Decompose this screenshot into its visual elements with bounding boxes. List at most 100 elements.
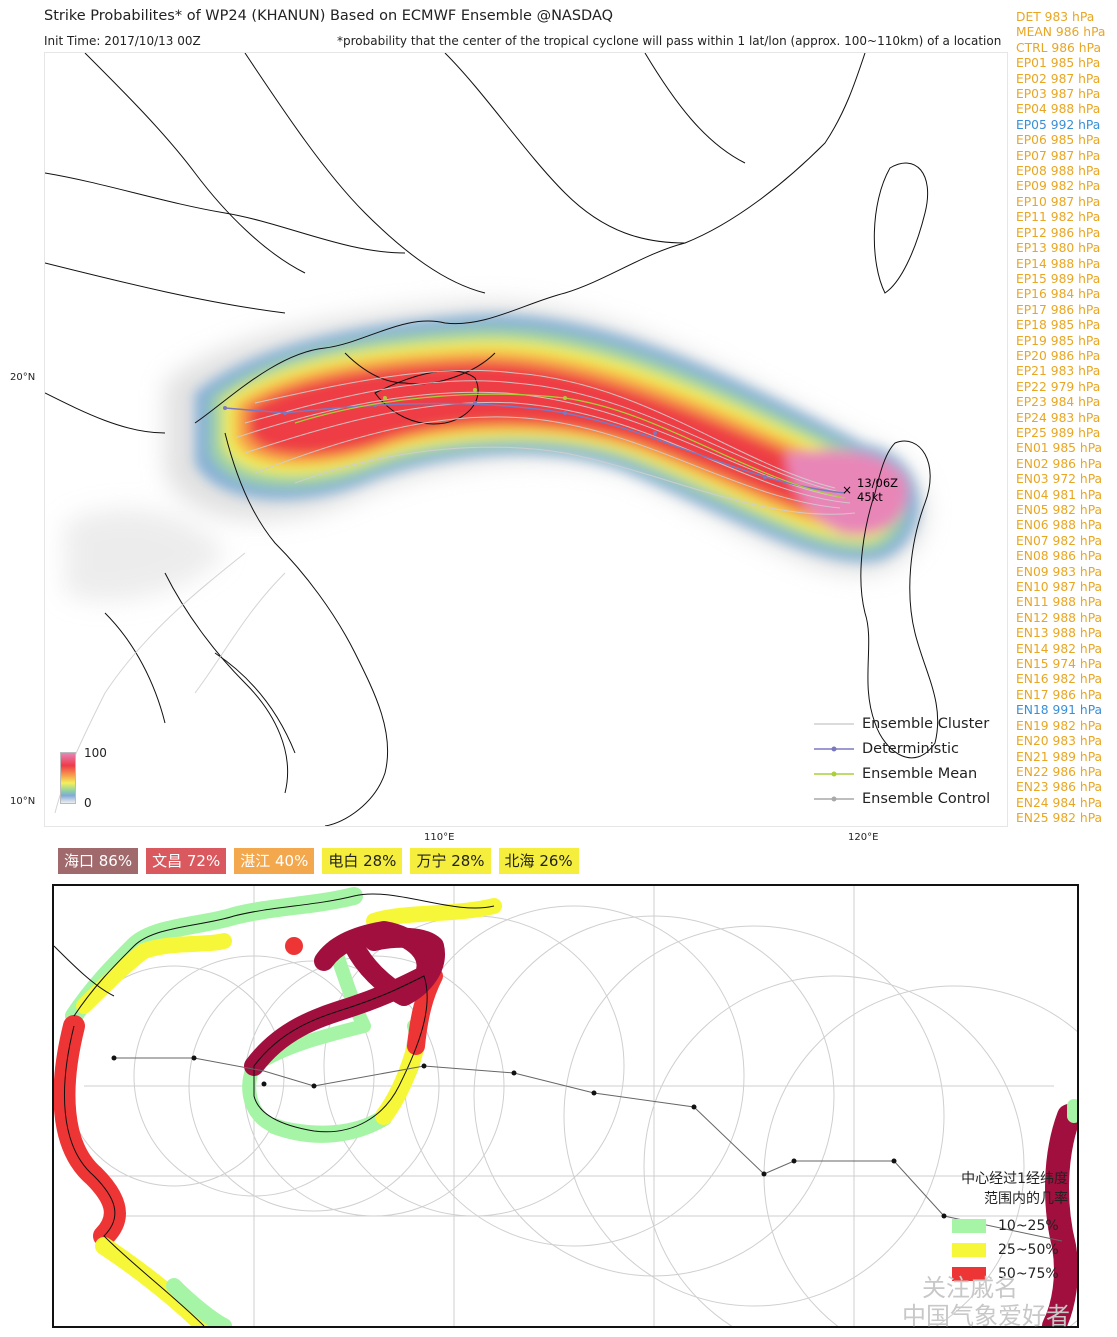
lon-label-120e: 120°E: [848, 832, 879, 843]
member-entry: EN22 986 hPa: [1016, 764, 1103, 779]
member-entry: DET 983 hPa: [1016, 10, 1095, 24]
legend-mean-label: Ensemble Mean: [862, 765, 978, 782]
watermark-line-1: 关注戚名: [922, 1274, 1018, 1302]
city-probability-badge: 文昌 72%: [146, 848, 227, 874]
city-probability-badge: 海口 86%: [58, 848, 139, 874]
legend-deterministic-label: Deterministic: [862, 740, 960, 757]
legend-control-label: Ensemble Control: [862, 790, 991, 807]
member-entry: EN21 989 hPa: [1016, 749, 1103, 764]
member-entry: EP24 983 hPa: [1016, 410, 1101, 425]
member-entry: EN14 982 hPa: [1016, 641, 1103, 656]
lat-label-10n: 10°N: [10, 796, 36, 807]
zoom-map-canvas: [54, 886, 1077, 1326]
member-entry: EP04 988 hPa: [1016, 102, 1101, 117]
legend-deterministic: Deterministic: [814, 736, 1004, 761]
watermark-line-2: 中国气象爱好者: [902, 1302, 1070, 1330]
member-entry: EN04 981 hPa: [1016, 487, 1103, 502]
member-entry: EN05 982 hPa: [1016, 503, 1103, 517]
member-entry: EP10 987 hPa: [1016, 194, 1101, 209]
zoom-legend-swatch: [952, 1219, 986, 1233]
member-entry: EP07 987 hPa: [1016, 148, 1101, 163]
member-entry: EN20 983 hPa: [1016, 734, 1103, 749]
member-entry: EN10 987 hPa: [1016, 580, 1103, 595]
member-entry: EP05 992 hPa: [1016, 117, 1101, 132]
city-probability-badge: 北海 26%: [498, 848, 579, 874]
member-entry: EN17 986 hPa: [1016, 687, 1103, 702]
member-entry: EP16 984 hPa: [1016, 287, 1101, 302]
member-entry: EP20 986 hPa: [1016, 348, 1101, 363]
member-entry: EN03 972 hPa: [1016, 472, 1103, 487]
member-entry: CTRL 986 hPa: [1016, 40, 1101, 55]
member-entry: EN25 982 hPa: [1016, 811, 1103, 826]
mean-line-icon: [814, 771, 854, 776]
member-entry: EP25 989 hPa: [1016, 425, 1101, 440]
init-time: Init Time: 2017/10/13 00Z: [44, 34, 201, 48]
legend-cluster-label: Ensemble Cluster: [862, 715, 990, 732]
city-probability-badge: 万宁 28%: [410, 848, 491, 874]
probability-heat-bands: [195, 314, 919, 562]
zoom-legend-item: 10~25%: [952, 1214, 1068, 1238]
member-entry: EN19 982 hPa: [1016, 718, 1103, 733]
member-entry: EN18 991 hPa: [1016, 703, 1103, 718]
zoom-map-legend: 中心经过1经纬度 范围内的几率 10~25% 25~50% 50~75%: [928, 1168, 1068, 1286]
member-entry: EN13 988 hPa: [1016, 626, 1103, 641]
member-entry: EP19 985 hPa: [1016, 333, 1101, 348]
storm-time-label: 13/06Z: [857, 476, 898, 490]
legend-ensemble-control: Ensemble Control: [814, 786, 1004, 811]
zoom-track-circles: [63, 886, 1077, 1326]
lat-label-20n: 20°N: [10, 372, 36, 383]
hainan-zoom-map: [52, 884, 1079, 1328]
storm-wind-label: 45kt: [857, 490, 883, 504]
member-entry: EN09 983 hPa: [1016, 564, 1103, 579]
member-entry: EP17 986 hPa: [1016, 302, 1101, 317]
zoom-legend-label: 25~50%: [998, 1242, 1059, 1258]
member-entry: EP22 979 hPa: [1016, 379, 1101, 394]
city-probability-badge: 湛江 40%: [234, 848, 315, 874]
member-entry: EP13 980 hPa: [1016, 241, 1101, 256]
zoom-legend-title-2: 范围内的几率: [984, 1191, 1068, 1207]
member-entry: EN23 986 hPa: [1016, 780, 1103, 795]
probability-note: *probability that the center of the trop…: [337, 34, 1002, 48]
member-entry: EP18 985 hPa: [1016, 318, 1101, 333]
member-entry: EN02 986 hPa: [1016, 456, 1103, 471]
member-entry: EP11 982 hPa: [1016, 210, 1101, 225]
member-entry: EN16 982 hPa: [1016, 672, 1103, 687]
city-probability-badge: 电白 28%: [322, 848, 403, 874]
legend-ensemble-cluster: Ensemble Cluster: [814, 711, 1004, 736]
colorbar-max-label: 100: [84, 746, 107, 760]
member-entry: EN15 974 hPa: [1016, 657, 1103, 672]
zoom-legend-items: 10~25% 25~50% 50~75%: [928, 1214, 1068, 1286]
member-entry: EN08 986 hPa: [1016, 549, 1103, 564]
zoom-legend-item: 50~75%: [952, 1262, 1068, 1286]
colorbar-min-label: 0: [84, 796, 92, 810]
coastlines: [45, 53, 939, 826]
zoom-legend-item: 25~50%: [952, 1238, 1068, 1262]
chart-title: Strike Probabilites* of WP24 (KHANUN) Ba…: [44, 8, 614, 24]
lon-label-110e: 110°E: [424, 832, 455, 843]
member-entry: EP21 983 hPa: [1016, 364, 1101, 379]
member-entry: EP08 988 hPa: [1016, 164, 1101, 179]
zoom-coastline: [54, 893, 495, 1326]
cluster-line-icon: [814, 722, 854, 725]
zoom-legend-label: 50~75%: [998, 1266, 1059, 1282]
member-entry: EP23 984 hPa: [1016, 395, 1101, 410]
zoom-legend-label: 10~25%: [998, 1218, 1059, 1234]
strike-probability-map: × 13/06Z 45kt: [44, 52, 1008, 827]
ensemble-member-list: DET 983 hPa MEAN 986 hPa CTRL 986 hPa EP01 …: [1016, 10, 1116, 827]
member-entry: EN11 988 hPa: [1016, 595, 1103, 610]
zoom-legend-title-1: 中心经过1经纬度: [961, 1171, 1068, 1187]
city-probability-row: 海口 86% 文昌 72% 湛江 40% 电白 28% 万宁 28% 北海 26%: [58, 848, 579, 876]
member-entry: EP15 989 hPa: [1016, 271, 1101, 286]
member-entry: EN24 984 hPa: [1016, 795, 1103, 810]
watermark: 关注戚名 中国气象爱好者: [902, 1274, 1070, 1330]
member-entry: EP01 985 hPa: [1016, 56, 1101, 71]
zoom-probability-coast: [54, 887, 1077, 1326]
legend-ensemble-mean: Ensemble Mean: [814, 761, 1004, 786]
mean-track: [294, 388, 846, 499]
zoom-deterministic-track: [111, 1055, 1063, 1242]
map-canvas: × 13/06Z 45kt: [45, 53, 939, 826]
probability-colorbar: [60, 752, 76, 804]
member-entry: EP06 985 hPa: [1016, 133, 1101, 148]
member-entry: EP09 982 hPa: [1016, 179, 1101, 194]
member-entry: MEAN 986 hPa: [1016, 25, 1106, 40]
